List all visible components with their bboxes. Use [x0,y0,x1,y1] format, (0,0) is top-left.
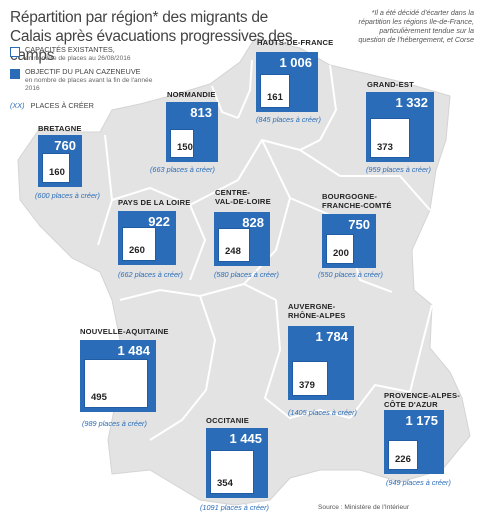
legend-places: (XX) PLACES À CRÉER [10,101,94,111]
places-to-create-bretagne: (600 places à créer) [35,191,100,200]
places-to-create-nouvelle-aquitaine: (989 places à créer) [82,419,147,428]
capacity-value: 160 [49,167,65,178]
region-name-provence-alpes-c-te-d-azur: PROVENCE-ALPES- CÔTE D'AZUR [384,391,460,409]
capacity-value: 373 [377,142,393,153]
capacity-value: 379 [299,380,315,391]
capacity-value: 354 [217,478,233,489]
region-name-occitanie: OCCITANIE [206,416,250,425]
capacity-value: 226 [395,454,411,465]
capacity-box: 354 [210,450,254,494]
places-to-create-provence-alpes-c-te-d-azur: (949 places à créer) [386,478,451,487]
target-value: 1 484 [117,343,150,358]
region-name-pays-de-la-loire: PAYS DE LA LOIRE [118,198,191,207]
map-title: Répartition par région* des migrants de … [10,9,293,64]
region-name-normandie: NORMANDIE [167,90,216,99]
target-value: 922 [148,214,170,229]
target-box-hauts-de-france: 1 006 161 [256,52,318,112]
region-name-auvergne-rh-ne-alpes: AUVERGNE- RHÔNE-ALPES [288,302,346,320]
legend-places-label: PLACES À CRÉER [30,101,94,110]
region-name-grand-est: GRAND-EST [367,80,414,89]
source-note: Source : Ministère de l'Intérieur [318,504,410,511]
target-box-pays-de-la-loire: 922 260 [118,211,176,265]
footnote: *Il a été décidé d'écarter dans la répar… [358,8,474,44]
target-value: 828 [242,215,264,230]
target-value: 1 784 [315,329,348,344]
capacity-box: 161 [260,74,290,108]
capacity-box: 150 [170,129,194,158]
target-box-nouvelle-aquitaine: 1 484 495 [80,340,156,412]
target-box-grand-est: 1 332 373 [366,92,434,162]
places-to-create-bourgogne-franche-comt: (550 places à créer) [318,270,383,279]
capacity-box: 260 [122,227,156,261]
target-box-bretagne: 760 160 [38,135,82,187]
target-value: 1 175 [405,413,438,428]
target-box-bourgogne-franche-comt: 750 200 [322,214,376,268]
legend-target-swatch [10,69,20,79]
target-box-centre-val-de-loire: 828 248 [214,212,270,266]
places-to-create-auvergne-rh-ne-alpes: (1405 places à créer) [288,408,357,417]
capacity-value: 150 [177,142,193,153]
capacity-value: 260 [129,245,145,256]
legend-capacity-swatch [10,47,20,57]
target-value: 813 [190,105,212,120]
target-box-auvergne-rh-ne-alpes: 1 784 379 [288,326,354,400]
capacity-box: 495 [84,359,148,408]
legend-target-label: OBJECTIF DU PLAN CAZENEUVE [25,67,141,76]
places-to-create-normandie: (663 places à créer) [150,165,215,174]
places-to-create-hauts-de-france: (845 places à créer) [256,115,321,124]
capacity-box: 226 [388,440,418,470]
places-to-create-grand-est: (959 places à créer) [366,165,431,174]
region-name-centre-val-de-loire: CENTRE- VAL-DE-LOIRE [215,188,271,206]
capacity-box: 379 [292,361,328,396]
legend-target-sub: en nombre de places avant la fin de l'an… [25,76,153,93]
places-to-create-centre-val-de-loire: (580 places à créer) [214,270,279,279]
target-value: 760 [54,138,76,153]
target-value: 1 445 [229,431,262,446]
region-name-bretagne: BRETAGNE [38,124,82,133]
capacity-value: 161 [267,92,283,103]
capacity-box: 160 [42,153,70,183]
target-box-occitanie: 1 445 354 [206,428,268,498]
capacity-box: 248 [218,228,250,262]
places-to-create-occitanie: (1091 places à créer) [200,503,269,512]
places-to-create-pays-de-la-loire: (662 places à créer) [118,270,183,279]
capacity-box: 373 [370,118,410,158]
target-box-provence-alpes-c-te-d-azur: 1 175 226 [384,410,444,474]
target-box-normandie: 813 150 [166,102,218,162]
capacity-value: 200 [333,248,349,259]
target-value: 1 332 [395,95,428,110]
region-name-bourgogne-franche-comt: BOURGOGNE- FRANCHE-COMTÉ [322,192,392,210]
capacity-value: 248 [225,246,241,257]
capacity-box: 200 [326,234,354,264]
capacity-value: 495 [91,392,107,403]
target-value: 750 [348,217,370,232]
legend-capacity-sub: en nombre de places au 26/08/2016 [25,54,131,62]
legend-capacity-label: CAPACITÉS EXISTANTES, [25,45,115,54]
legend-places-symbol: (XX) [10,101,25,110]
region-name-hauts-de-france: HAUTS-DE-FRANCE [257,38,334,47]
region-name-nouvelle-aquitaine: NOUVELLE-AQUITAINE [80,327,169,336]
target-value: 1 006 [279,55,312,70]
